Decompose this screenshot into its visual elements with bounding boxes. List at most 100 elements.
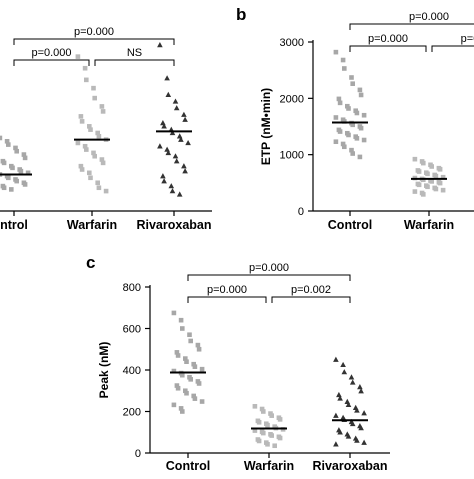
x-category-label: ntrol: [0, 218, 28, 232]
data-point: [348, 374, 355, 380]
y-tick-label: 1000: [280, 150, 304, 162]
data-point: [425, 171, 430, 177]
data-point: [95, 130, 100, 136]
data-point: [277, 417, 283, 422]
significance-bracket: [94, 59, 175, 66]
data-point: [92, 95, 97, 101]
data-point: [342, 144, 347, 150]
data-point: [176, 133, 183, 139]
data-point: [265, 441, 270, 447]
significance-bracket: [349, 45, 427, 52]
data-point: [340, 141, 346, 147]
data-point: [252, 428, 258, 433]
data-point: [199, 366, 205, 372]
x-category-label: Rivaroxaban: [312, 459, 387, 473]
data-point: [180, 372, 185, 378]
data-point: [13, 145, 18, 151]
data-point: [165, 91, 172, 97]
data-point: [6, 142, 11, 147]
data-point: [14, 148, 19, 154]
data-point: [4, 138, 10, 144]
data-point: [175, 353, 181, 358]
data-point: [191, 361, 196, 367]
data-point: [340, 57, 346, 63]
data-point: [161, 178, 167, 184]
data-point: [22, 182, 28, 187]
data-point: [333, 412, 339, 418]
data-point: [181, 111, 187, 117]
data-point: [176, 191, 183, 197]
significance-bracket: [187, 296, 267, 303]
significance-label: p=0.000: [368, 33, 408, 45]
data-point: [103, 188, 109, 194]
data-point: [433, 186, 439, 192]
data-point: [261, 430, 266, 436]
data-point: [269, 433, 274, 438]
y-tick-label: 2000: [280, 93, 304, 105]
data-point: [182, 116, 188, 122]
data-point: [358, 388, 364, 394]
data-point: [345, 433, 352, 439]
data-point: [192, 364, 198, 369]
data-point: [357, 87, 363, 93]
data-point: [100, 160, 106, 166]
panel-b-letter: b: [236, 5, 246, 24]
data-point: [191, 393, 196, 399]
y-tick-label: 200: [123, 407, 141, 419]
data-point: [84, 147, 89, 152]
data-point: [256, 419, 262, 425]
y-tick-label: 800: [123, 282, 141, 294]
data-point: [192, 396, 198, 401]
panel-c: c 0 200 400 600 800 Peak (nM) Control Warfarin R…: [86, 253, 390, 473]
data-point: [265, 422, 270, 428]
data-point: [349, 420, 356, 427]
data-point: [82, 65, 88, 71]
data-point: [14, 178, 19, 184]
data-point: [340, 361, 346, 368]
data-point: [358, 425, 364, 431]
significance-bracket: [13, 59, 90, 66]
significance-bracket: [271, 296, 351, 303]
data-point: [412, 156, 418, 162]
data-point: [18, 168, 24, 174]
data-point: [96, 185, 102, 191]
data-point: [25, 170, 31, 176]
data-point: [169, 188, 176, 194]
data-point: [174, 350, 180, 355]
data-point: [22, 155, 28, 161]
data-point: [6, 175, 11, 181]
data-point: [440, 174, 446, 180]
data-point: [75, 54, 81, 59]
data-point: [346, 106, 351, 111]
data-point: [172, 153, 179, 159]
data-point: [416, 169, 422, 174]
data-point: [440, 187, 446, 193]
data-point: [9, 187, 14, 192]
data-point: [345, 401, 352, 408]
data-point: [188, 377, 193, 382]
data-point: [333, 441, 339, 447]
data-point: [160, 173, 166, 179]
data-point: [175, 385, 181, 391]
data-point: [99, 104, 105, 109]
x-category-label: Control: [166, 459, 210, 473]
significance-label: p=0: [461, 33, 474, 45]
data-point: [272, 443, 277, 449]
data-point: [199, 399, 205, 404]
data-point: [87, 170, 92, 176]
data-point: [196, 381, 202, 386]
significance-label: p=0.002: [291, 284, 331, 296]
data-point: [349, 75, 354, 80]
data-point: [361, 112, 367, 118]
data-point: [180, 326, 185, 331]
data-point: [173, 158, 180, 164]
data-point: [259, 406, 265, 412]
data-point: [169, 129, 176, 136]
data-point: [333, 49, 339, 55]
data-point: [173, 105, 180, 111]
data-point: [82, 143, 88, 149]
data-point: [354, 407, 360, 413]
data-point: [361, 410, 367, 416]
significance-bracket: [187, 274, 351, 281]
